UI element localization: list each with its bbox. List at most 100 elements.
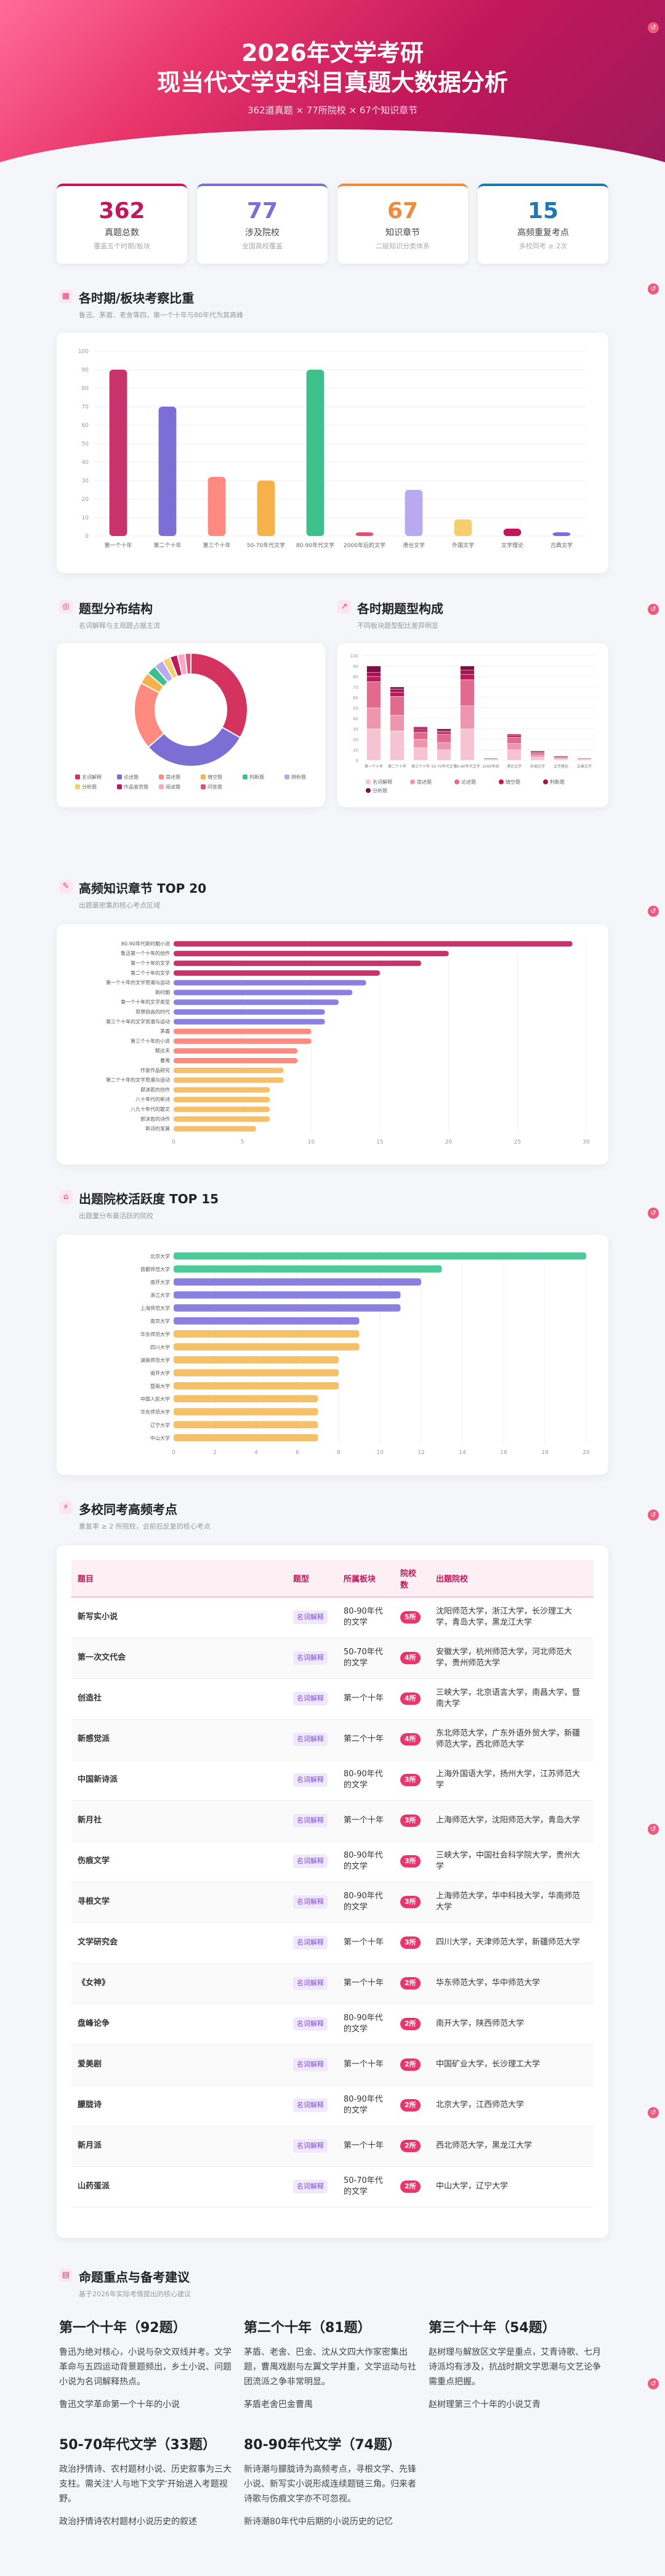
side-nav-icon[interactable]: ↺ — [648, 2107, 659, 2118]
y-tick-label: 50 — [82, 441, 89, 447]
schools-cell: 上海外国语大学，扬州大学，江苏师范大学 — [430, 1760, 594, 1801]
stacked-bar-segment — [507, 734, 522, 736]
legend-label: 论述题 — [124, 774, 139, 780]
stacked-bar-segment — [437, 734, 451, 743]
stacked-bar-segment — [437, 731, 451, 734]
type-cell: 名词解释 — [287, 2085, 337, 2126]
x-tick-label: 50-70年代文学 — [431, 764, 456, 769]
count-badge: 2所 — [400, 2099, 421, 2111]
bar — [306, 370, 324, 536]
type-tag: 名词解释 — [293, 1611, 328, 1625]
type-tag: 名词解释 — [293, 1895, 328, 1909]
y-tick-label: 80 — [82, 386, 89, 392]
table-row: 创造社 名词解释 第一个十年 4所 三峡大学，北京语言大学，南昌大学，暨南大学 — [71, 1678, 594, 1720]
x-tick-label: 8 — [337, 1450, 341, 1456]
count-badge: 2所 — [400, 2180, 421, 2193]
legend-label: 阅读题 — [166, 784, 180, 790]
legend-label: 判断题 — [249, 774, 264, 780]
x-tick-label: 0 — [172, 1450, 175, 1456]
y-tick-label: 0 — [85, 534, 89, 540]
bar — [355, 532, 374, 536]
section-title: 多校同考高频考点 — [79, 1502, 177, 1517]
y-tick-label: 上海师范大学 — [140, 1305, 170, 1311]
y-tick-label: 新诗的发展 — [145, 1126, 170, 1132]
side-nav-icon[interactable]: ↺ — [648, 2378, 659, 2389]
count-cell: 3所 — [394, 1800, 430, 1842]
legend-swatch — [75, 784, 80, 789]
advice-note: 赵树理第三个十年的小说艾青 — [429, 2400, 541, 2410]
stat-number: 15 — [527, 198, 559, 224]
advice-body: 鲁迅为绝对核心，小说与杂文双线并考。文学革命与五四运动背景题频出，乡土小说、问题… — [59, 2347, 232, 2387]
bar — [174, 1291, 401, 1299]
stacked-bar-segment — [437, 728, 451, 731]
bar — [174, 1369, 339, 1377]
y-tick-label: 70 — [82, 404, 89, 410]
advice-note: 新诗潮80年代中后期的小说历史的记忆 — [244, 2517, 393, 2527]
y-tick-label: 20 — [82, 497, 89, 503]
legend-label: 名词解释 — [373, 779, 392, 785]
donut-slice — [190, 652, 248, 739]
stacked-bar-segment — [530, 755, 545, 758]
y-tick-label: 湖南师范大学 — [140, 1357, 170, 1363]
topic-cell: 伤痕文学 — [71, 1841, 287, 1882]
bar — [174, 989, 353, 996]
bar — [174, 1421, 318, 1429]
col-header: 所属板块 — [337, 1560, 394, 1598]
stacked-bar-segment — [530, 752, 545, 755]
side-nav-icon[interactable]: ↺ — [648, 1208, 659, 1219]
type-tag: 名词解释 — [293, 2180, 328, 2193]
stacked-bar-segment — [507, 737, 522, 744]
section-header-period: ▦ 各时期/板块考察比重 鲁迅、茅盾、老舍等四，第一个十年与80年代为其高峰 — [59, 288, 243, 320]
legend-label: 简述题 — [166, 774, 180, 780]
count-cell: 4所 — [394, 1678, 430, 1720]
y-tick-label: 郭沫若的诗作 — [140, 1116, 170, 1122]
count-badge: 3所 — [400, 1896, 421, 1908]
stat-subtitle: 多校同考 ≥ 2次 — [518, 242, 568, 250]
table-row: 朦胧诗 名词解释 80-90年代的文学 2所 北京大学，江西师范大学 — [71, 2085, 594, 2126]
bar — [405, 490, 423, 536]
y-tick-label: 郭沫若的创作 — [140, 1086, 170, 1092]
section-desc: 基于2026年实际考情提出的核心建议 — [79, 2290, 191, 2298]
stat-title: 真题总数 — [105, 228, 139, 238]
x-tick-label: 2000年后 — [482, 764, 499, 769]
schools-cell: 西北师范大学，黑龙江大学 — [430, 2126, 594, 2167]
legend-label: 名词解释 — [82, 774, 102, 780]
y-tick-label: 华东师范大学 — [140, 1409, 170, 1415]
x-tick-label: 4 — [254, 1450, 258, 1456]
bar — [174, 1087, 270, 1093]
side-nav-icon[interactable]: ↺ — [648, 604, 659, 615]
section-desc: 不同板块题型配比差异明显 — [357, 622, 438, 630]
legend-label: 简述题 — [417, 779, 432, 785]
ptype-stacked-chart: 0 10 20 30 40 50 60 70 80 90 100 第一个十年 第二个十年 第三个十年 50-… — [350, 654, 596, 794]
stacked-bar-segment — [554, 758, 568, 760]
stacked-bar-segment — [554, 755, 568, 758]
side-nav-icon[interactable]: ↺ — [648, 22, 659, 33]
side-nav-icon[interactable]: ↺ — [648, 283, 659, 295]
type-tag: 名词解释 — [293, 1855, 328, 1868]
legend-label: 辨析题 — [291, 774, 306, 780]
count-cell: 2所 — [394, 1963, 430, 2004]
period-cell: 第一个十年 — [337, 1922, 394, 1964]
x-tick-label: 16 — [500, 1450, 507, 1456]
period-cell: 第一个十年 — [337, 1800, 394, 1842]
y-tick-label: 四川大学 — [150, 1344, 170, 1350]
x-tick-label: 10 — [376, 1450, 384, 1456]
advice-body: 赵树理与解放区文学是重点，艾青诗歌、七月诗派均有涉及，抗战时期文学思潮与文艺论争… — [429, 2347, 601, 2387]
hero-title-line2: 现当代文学史科目真题大数据分析 — [156, 69, 508, 96]
table-row: 中国新诗派 名词解释 80-90年代的文学 3所 上海外国语大学，扬州大学，江苏师范大学 — [71, 1760, 594, 1801]
stacked-bar-segment — [460, 679, 475, 706]
type-tag: 名词解释 — [293, 1936, 328, 1949]
legend-swatch — [410, 779, 415, 784]
table-row: 爱美剧 名词解释 第一个十年 2所 中国矿业大学，长沙理工大学 — [71, 2044, 594, 2086]
side-nav-icon[interactable]: ↺ — [648, 1509, 659, 1521]
legend-swatch — [117, 774, 122, 779]
stacked-bar-segment — [460, 670, 475, 675]
school-hbar-chart: 0 2 4 6 8 10 12 14 16 18 20北京大学首都师范大学南开大学浙江大学上海师范大… — [140, 1249, 590, 1456]
y-tick-label: 50 — [353, 706, 358, 711]
table-row: 新月派 名词解释 第一个十年 2所 西北师范大学，黑龙江大学 — [71, 2126, 594, 2167]
bar — [174, 1067, 284, 1073]
period-cell: 50-70年代的文学 — [337, 1638, 394, 1679]
side-nav-icon[interactable]: ↺ — [648, 1824, 659, 1835]
side-nav-icon[interactable]: ↺ — [648, 906, 659, 917]
